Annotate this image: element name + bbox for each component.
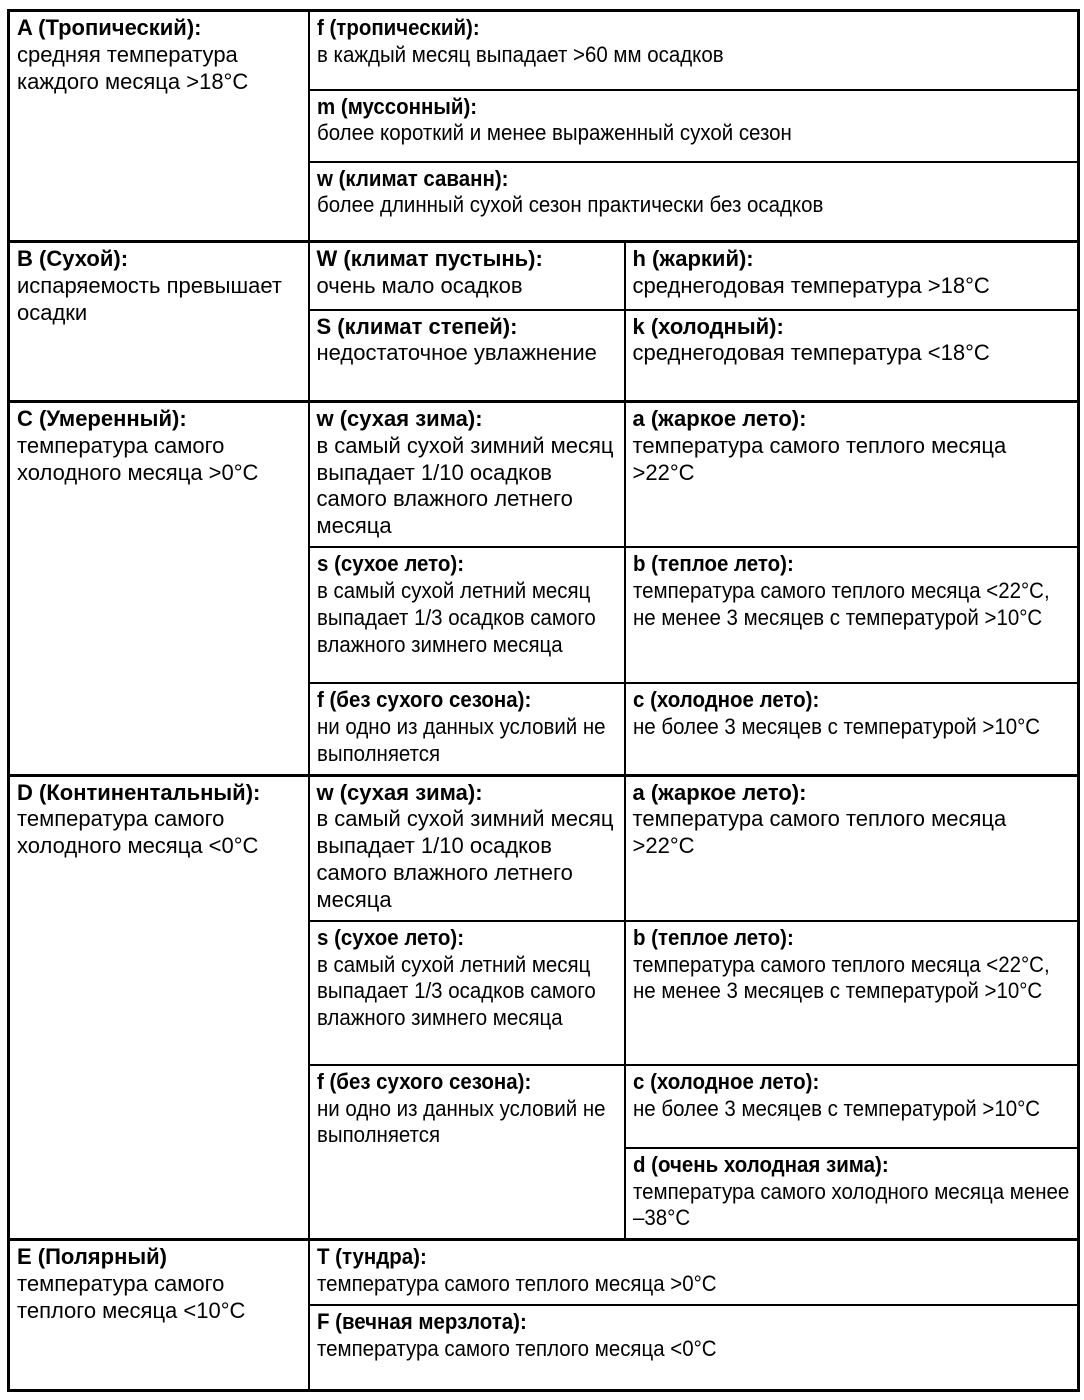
climate-description: температура самого холодного месяца <0°C [17,806,259,859]
climate-description: более длинный сухой сезон практически бе… [316,192,823,218]
cell-d-w: w (сухая зима): в самый сухой зимний меся… [307,773,626,922]
climate-code-label: d (очень холодная зима): [632,1151,889,1177]
cell-a-tropical: A (Тропический): средняя температура кажд… [7,9,310,243]
climate-description: температура самого холодного месяца >0°C [17,432,259,485]
climate-description: ни одно из данных условий не выполняется [316,713,606,766]
climate-description: температура самого теплого месяца <22°C,… [632,951,1050,1004]
table-row: D (Континентальный): температура самого х… [7,773,1080,1241]
climate-code-label: m (муссонный): [316,93,477,119]
table-row: s (сухое лето): в самый сухой летний меся… [9,919,1080,1066]
cell-b-dry: B (Сухой): испаряемость превышает осадки [7,240,310,403]
table-row: F (вечная мерзлота): температура самого т… [9,1303,1080,1392]
table-row: s (сухое лето): в самый сухой летний меся… [9,546,1080,685]
climate-description: в самый сухой летний месяц выпадает 1/3 … [316,951,596,1031]
climate-code-label: D (Континентальный): [17,779,261,805]
cell-e-polar: E (Полярный) температура самого теплого м… [7,1238,310,1392]
climate-code-label: w (сухая зима): [316,406,483,431]
climate-code-label: w (сухая зима): [316,779,483,805]
climate-code-label: F (вечная мерзлота): [316,1308,527,1334]
climate-code-label: c (холодное лето): [632,1068,819,1094]
climate-description: температура самого теплого месяца >22°C [632,432,1007,485]
cell-c-b: b (теплое лето): температура самого тепло… [623,546,1080,685]
climate-code-label: a (жаркое лето): [632,406,807,431]
table-row: S (климат степей): недостаточное увлажнен… [9,308,1080,403]
table-row: B (Сухой): испаряемость превышает осадки … [7,240,1080,403]
climate-description: температура самого теплого месяца <10°C [17,1271,246,1323]
climate-description: среднегодовая температура >18°C [632,272,990,298]
climate-description: ни одно из данных условий не выполняется [316,1095,606,1148]
cell-b-h-hot: h (жаркий): среднегодовая температура >18… [623,240,1080,311]
cell-c-s: s (сухое лето): в самый сухой летний меся… [307,546,626,685]
cell-d-b: b (теплое лето): температура самого тепло… [623,919,1080,1066]
climate-description: среднегодовая температура <18°C [632,340,990,366]
climate-description: недостаточное увлажнение [316,340,597,366]
table-row: E (Полярный) температура самого теплого м… [7,1238,1080,1392]
table-row: f (без сухого сезона): ни одно из данных … [9,682,1080,777]
cell-b-w-desert: W (климат пустынь): очень мало осадков [307,240,626,311]
climate-code-label: T (тундра): [316,1244,427,1270]
cell-e-f-permafrost: F (вечная мерзлота): температура самого т… [307,1303,1080,1392]
cell-e-t-tundra: T (тундра): температура самого теплого ме… [307,1238,1080,1306]
climate-code-label: c (холодное лето): [632,687,819,713]
climate-code-label: S (климат степей): [316,313,518,339]
climate-code-label: a (жаркое лето): [632,779,807,805]
climate-code-label: b (теплое лето): [632,551,794,577]
climate-code-label: E (Полярный) [17,1244,167,1270]
climate-code-label: k (холодный): [632,313,784,339]
cell-b-k-cold: k (холодный): среднегодовая температура <… [623,308,1080,403]
cell-d-a: a (жаркое лето): температура самого тепло… [623,773,1080,922]
climate-description: в самый сухой зимний месяц выпадает 1/10… [316,806,614,912]
climate-code-label: f (тропический): [316,15,480,40]
table-row: f (без сухого сезона): ни одно из данных … [9,1063,1080,1241]
climate-description: средняя температура каждого месяца >18°C [17,41,249,94]
climate-description: температура самого теплого месяца <22°C,… [632,577,1050,630]
climate-description: температура самого теплого месяца <0°C [316,1335,717,1361]
cell-c-f: f (без сухого сезона): ни одно из данных … [307,682,626,777]
climate-code-label: w (климат саванн): [316,165,508,191]
table-row: A (Тропический): средняя температура кажд… [7,9,1080,243]
climate-description: более короткий и менее выраженный сухой … [316,120,792,146]
cell-c-temperate: C (Умеренный): температура самого холодно… [7,400,310,777]
climate-description: испаряемость превышает осадки [17,272,282,325]
climate-code-label: s (сухое лето): [316,551,464,577]
cell-a-w: w (климат саванн): более длинный сухой се… [307,160,1080,243]
table-row: d (очень холодная зима): температура само… [9,1146,1080,1241]
table-row: w (климат саванн): более длинный сухой се… [9,160,1080,243]
climate-description: очень мало осадков [316,272,523,298]
cell-a-m: m (муссонный): более короткий и менее выр… [307,88,1080,163]
climate-description: температура самого теплого месяца >22°C [632,806,1007,859]
cell-d-s: s (сухое лето): в самый сухой летний меся… [307,919,626,1066]
cell-d-continental: D (Континентальный): температура самого х… [7,773,310,1241]
climate-description: не более 3 месяцев с температурой >10°C [632,1095,1040,1121]
climate-code-label: B (Сухой): [17,246,129,271]
climate-description: температура самого теплого месяца >0°C [316,1271,717,1297]
climate-description: температура самого холодного месяца мене… [632,1178,1069,1231]
koppen-climate-table: A (Тропический): средняя температура кажд… [7,9,1080,1393]
climate-description: не более 3 месяцев с температурой >10°C [632,713,1040,739]
cell-c-a: a (жаркое лето): температура самого тепло… [623,400,1080,549]
climate-code-label: f (без сухого сезона): [316,687,531,713]
climate-code-label: s (сухое лето): [316,924,464,950]
climate-code-label: C (Умеренный): [17,406,187,431]
cell-d-f: f (без сухого сезона): ни одно из данных … [307,1063,626,1241]
climate-code-label: A (Тропический): [17,15,202,40]
climate-description: в каждый месяц выпадает >60 мм осадков [316,41,724,67]
cell-a-f: f (тропический): в каждый месяц выпадает … [307,9,1080,91]
climate-code-label: b (теплое лето): [632,924,794,950]
cell-b-s-steppe: S (климат степей): недостаточное увлажнен… [307,308,626,403]
cell-c-w: w (сухая зима): в самый сухой зимний меся… [307,400,626,549]
cell-d-d: d (очень холодная зима): температура само… [623,1146,1080,1241]
cell-c-c: c (холодное лето): не более 3 месяцев с т… [623,682,1080,777]
cell-d-c: c (холодное лето): не более 3 месяцев с т… [623,1063,1080,1149]
table-row: C (Умеренный): температура самого холодно… [7,400,1080,777]
climate-code-label: W (климат пустынь): [316,246,543,271]
climate-code-label: f (без сухого сезона): [316,1068,531,1094]
table-row: m (муссонный): более короткий и менее выр… [9,88,1080,163]
climate-description: в самый сухой летний месяц выпадает 1/3 … [316,577,596,657]
climate-description: в самый сухой зимний месяц выпадает 1/10… [316,432,614,539]
climate-code-label: h (жаркий): [632,246,754,271]
